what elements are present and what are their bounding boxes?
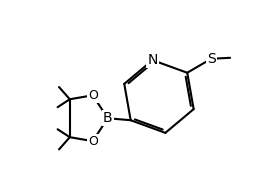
Text: O: O (88, 135, 98, 148)
Text: N: N (147, 53, 158, 67)
Text: B: B (103, 111, 113, 125)
Text: S: S (207, 52, 216, 66)
Text: O: O (88, 89, 98, 102)
